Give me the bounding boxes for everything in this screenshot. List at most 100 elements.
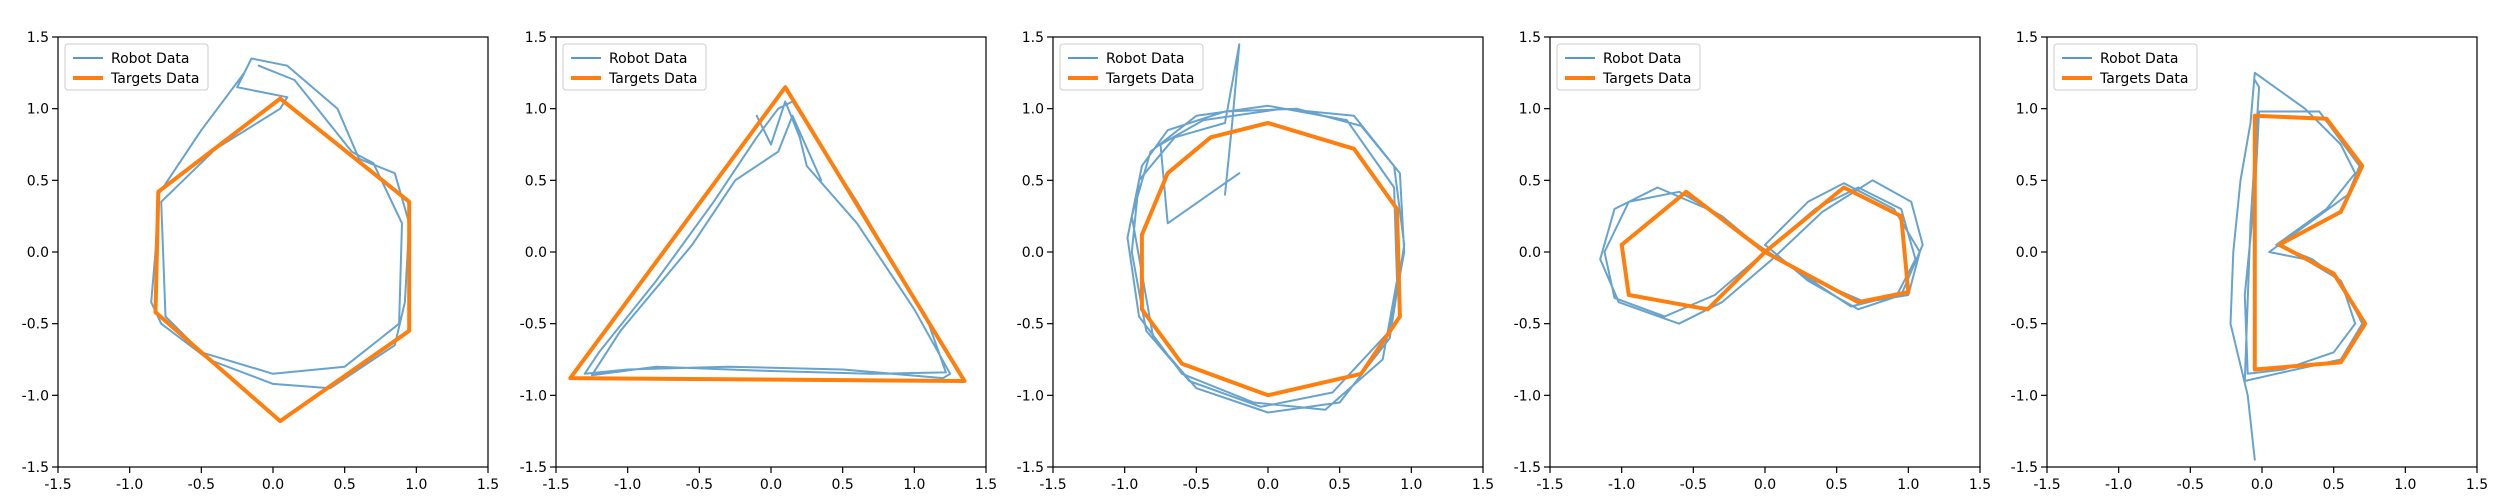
axes-frame (555, 36, 987, 468)
y-tick-label: -0.5 (1017, 317, 1044, 333)
legend-label-robot: Robot Data (1603, 51, 1681, 67)
x-tick-label: 0.5 (2323, 477, 2345, 493)
robot-data-line (2229, 71, 2364, 461)
x-tick-label: 1.0 (1400, 477, 1422, 493)
y-tick-label: 0.0 (2016, 245, 2038, 261)
plot-area (1599, 179, 1924, 325)
y-tick-label: 1.0 (1519, 102, 1541, 118)
y-tick-label: -1.5 (22, 460, 49, 476)
chart-panel-4-infinity: -1.5 -1.0 -0.5 0.0 0.5 1.0 1.5 -1.5 -1.0 -0.5 0.0 0… (1514, 30, 1991, 493)
targets-data-line (1619, 185, 1911, 312)
targets-data-line (568, 85, 967, 383)
x-tick-label: -1.5 (1039, 477, 1066, 493)
y-tick-label: -1.5 (520, 460, 547, 476)
legend-label-targets: Targets Data (608, 71, 697, 87)
chart-panel-5-letter-B: -1.5 -1.0 -0.5 0.0 0.5 1.0 1.5 -1.5 -1.0 -0.5 0.0 0… (2011, 30, 2488, 493)
y-tick-label: -0.5 (520, 317, 547, 333)
x-tick-label: 1.5 (477, 477, 499, 493)
y-tick-label: 1.5 (1519, 30, 1541, 46)
targets-data-line (153, 96, 412, 424)
x-tick-label: 0.5 (334, 477, 356, 493)
axes-frame (1052, 36, 1484, 468)
legend-label-targets: Targets Data (1602, 71, 1691, 87)
y-tick-label: -1.5 (1017, 460, 1044, 476)
legend: Robot Data Targets Data (1556, 43, 1701, 91)
x-tick-label: 1.5 (975, 477, 997, 493)
y-tick-label: 0.5 (525, 173, 547, 189)
y-tick-label: 0.0 (27, 245, 49, 261)
axes-frame (2046, 36, 2478, 468)
x-tick-label: 0.0 (262, 477, 284, 493)
legend: Robot Data Targets Data (1059, 43, 1204, 91)
x-tick-label: -0.5 (1183, 477, 1210, 493)
y-tick-label: -0.5 (1514, 317, 1541, 333)
y-tick-label: -1.0 (520, 388, 547, 404)
y-tick-label: 0.5 (27, 173, 49, 189)
plot-area (150, 57, 412, 424)
x-tick-label: 1.5 (1472, 477, 1494, 493)
robot-data-line (150, 57, 411, 390)
x-tick-label: -1.5 (2033, 477, 2060, 493)
x-tick-label: 0.5 (832, 477, 854, 493)
robot-data-line (1126, 43, 1406, 414)
x-tick-label: -1.5 (542, 477, 569, 493)
y-tick-label: -1.5 (2011, 460, 2038, 476)
legend-label-targets: Targets Data (110, 71, 199, 87)
y-tick-label: 0.0 (525, 245, 547, 261)
x-tick-label: 0.5 (1329, 477, 1351, 493)
x-tick-label: -1.0 (1111, 477, 1138, 493)
legend-label-robot: Robot Data (609, 51, 687, 67)
legend-label-targets: Targets Data (2099, 71, 2188, 87)
y-tick-label: 0.5 (1519, 173, 1541, 189)
x-tick-label: 0.5 (1826, 477, 1848, 493)
y-tick-label: 1.0 (525, 102, 547, 118)
chart-panel-1-hexagon: -1.5 -1.0 -0.5 0.0 0.5 1.0 1.5 -1.5 -1.0 -0.5 0.0 0… (22, 30, 499, 493)
chart-panel-2-triangle: -1.5 -1.0 -0.5 0.0 0.5 1.0 1.5 -1.5 -1.0 -0.5 0.0 0… (520, 30, 997, 493)
x-tick-label: -0.5 (188, 477, 215, 493)
targets-data-line (2252, 113, 2368, 372)
robot-data-line (583, 100, 952, 380)
y-tick-label: -1.0 (1514, 388, 1541, 404)
y-tick-label: -1.0 (22, 388, 49, 404)
y-tick-label: 1.0 (27, 102, 49, 118)
y-tick-label: 1.0 (1022, 102, 1044, 118)
y-tick-label: 1.5 (525, 30, 547, 46)
plot-area (568, 85, 967, 383)
legend: Robot Data Targets Data (2053, 43, 2198, 91)
x-tick-label: 1.0 (405, 477, 427, 493)
x-tick-label: -1.0 (614, 477, 641, 493)
x-tick-label: 1.5 (2466, 477, 2488, 493)
x-tick-label: 0.0 (2251, 477, 2273, 493)
y-tick-label: 1.5 (1022, 30, 1044, 46)
y-tick-label: 0.0 (1519, 245, 1541, 261)
legend-label-robot: Robot Data (111, 51, 189, 67)
x-tick-label: -1.0 (2105, 477, 2132, 493)
x-tick-label: 0.0 (1257, 477, 1279, 493)
legend-label-robot: Robot Data (2100, 51, 2178, 67)
y-tick-label: 0.5 (2016, 173, 2038, 189)
x-tick-label: 1.0 (903, 477, 925, 493)
legend: Robot Data Targets Data (64, 43, 209, 91)
y-tick-label: -0.5 (22, 317, 49, 333)
x-tick-label: -1.5 (44, 477, 71, 493)
plot-area (1126, 43, 1406, 414)
y-tick-label: -1.0 (2011, 388, 2038, 404)
y-tick-label: -1.0 (1017, 388, 1044, 404)
x-tick-label: -1.5 (1536, 477, 1563, 493)
y-tick-label: 0.5 (1022, 173, 1044, 189)
x-tick-label: 0.0 (760, 477, 782, 493)
x-tick-label: 1.0 (1897, 477, 1919, 493)
x-tick-label: -1.0 (1608, 477, 1635, 493)
plot-area (2229, 71, 2368, 461)
x-tick-label: -0.5 (686, 477, 713, 493)
x-tick-label: 1.0 (2394, 477, 2416, 493)
x-tick-label: -0.5 (2177, 477, 2204, 493)
y-tick-label: -0.5 (2011, 317, 2038, 333)
chart-panel-3-circle: -1.5 -1.0 -0.5 0.0 0.5 1.0 1.5 -1.5 -1.0 -0.5 0.0 0… (1017, 30, 1494, 493)
y-tick-label: 0.0 (1022, 245, 1044, 261)
x-tick-label: -0.5 (1680, 477, 1707, 493)
legend: Robot Data Targets Data (562, 43, 707, 91)
y-tick-label: -1.5 (1514, 460, 1541, 476)
x-tick-label: 1.5 (1969, 477, 1991, 493)
